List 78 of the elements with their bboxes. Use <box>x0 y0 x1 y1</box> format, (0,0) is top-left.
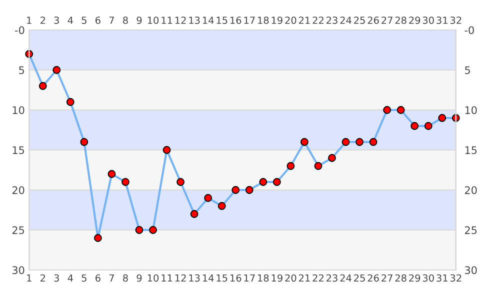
x2-tick-label: 3 <box>54 16 59 24</box>
x2-tick-label: 23 <box>326 16 338 24</box>
x2-tick-label: 18 <box>258 16 269 24</box>
x-tick-label: 29 <box>409 274 420 282</box>
x-tick-label: 1 <box>27 274 32 282</box>
x-tick-label: 28 <box>395 274 406 282</box>
x2-tick-label: 4 <box>68 16 73 24</box>
y-tick-label: 30 <box>12 266 24 274</box>
y2-tick-label: 5 <box>465 66 470 74</box>
x-tick-label: 6 <box>96 274 100 282</box>
x-tick-label: 4 <box>68 274 73 282</box>
x2-tick-label: 27 <box>382 16 392 24</box>
y-tick-label: 25 <box>12 226 24 234</box>
x-tick-label: 18 <box>258 274 269 282</box>
x2-tick-label: 29 <box>409 16 420 24</box>
x2-tick-label: 2 <box>40 16 45 24</box>
x-tick-label: 24 <box>340 274 352 282</box>
y2-tick-label: 25 <box>464 226 477 234</box>
x-tick-label: 13 <box>189 274 200 282</box>
y2-tick-label: 30 <box>465 266 477 274</box>
x-tick-label: 21 <box>298 274 310 282</box>
x-tick-label: 11 <box>162 274 172 282</box>
y2-tick-label: 20 <box>464 186 477 194</box>
x-tick-label: 5 <box>82 274 86 282</box>
x2-tick-label: 31 <box>436 16 448 24</box>
x-tick-label: 27 <box>382 274 392 282</box>
x-tick-label: 9 <box>136 274 142 282</box>
y-tick-label: 10 <box>12 106 24 114</box>
x2-tick-label: 26 <box>368 16 379 24</box>
x2-tick-label: 30 <box>422 16 434 24</box>
x2-tick-label: 32 <box>450 16 462 24</box>
x2-tick-label: 8 <box>123 16 128 24</box>
x2-tick-label: 17 <box>244 16 255 24</box>
x-tick-label: 7 <box>109 274 114 282</box>
x2-tick-label: 13 <box>189 16 200 24</box>
x2-tick-label: 28 <box>395 16 406 24</box>
x2-tick-label: 12 <box>175 16 186 24</box>
x-tick-label: 19 <box>272 274 282 282</box>
x2-tick-label: 20 <box>285 16 296 24</box>
y2-tick-label: -0 <box>464 26 474 34</box>
x-tick-label: 17 <box>244 274 255 282</box>
x-tick-label: 20 <box>285 274 296 282</box>
x-tick-label: 22 <box>312 274 324 282</box>
x-tick-label: 12 <box>175 274 186 282</box>
x2-tick-label: 22 <box>312 16 324 24</box>
x2-tick-label: 16 <box>230 16 242 24</box>
x-tick-label: 23 <box>326 274 338 282</box>
y-tick-label: -0 <box>15 26 24 34</box>
x-tick-label: 25 <box>354 274 365 282</box>
x2-tick-label: 19 <box>272 16 282 24</box>
x2-tick-label: 25 <box>354 16 365 24</box>
x-tick-label: 3 <box>54 274 59 282</box>
x2-tick-label: 5 <box>82 16 86 24</box>
x2-tick-label: 7 <box>109 16 114 24</box>
x2-tick-label: 15 <box>216 16 228 24</box>
x-tick-label: 15 <box>216 274 228 282</box>
x-tick-label: 26 <box>368 274 379 282</box>
x-tick-label: 14 <box>202 274 214 282</box>
y-tick-label: 15 <box>12 146 24 154</box>
x2-tick-label: 11 <box>162 16 172 24</box>
x-tick-label: 32 <box>450 274 462 282</box>
y-tick-label: 20 <box>12 186 24 194</box>
x-tick-label: 31 <box>436 274 448 282</box>
y2-tick-label: 15 <box>465 146 477 154</box>
x2-tick-label: 14 <box>202 16 214 24</box>
x-tick-label: 8 <box>123 274 128 282</box>
y2-tick-label: 10 <box>465 106 477 114</box>
x2-tick-label: 6 <box>96 16 100 24</box>
x2-tick-label: 21 <box>298 16 310 24</box>
x2-tick-label: 10 <box>148 16 159 24</box>
x-tick-label: 30 <box>422 274 434 282</box>
x2-tick-label: 24 <box>340 16 352 24</box>
x-tick-label: 2 <box>40 274 45 282</box>
x2-tick-label: 1 <box>27 16 32 24</box>
x-tick-label: 16 <box>230 274 242 282</box>
x2-tick-label: 9 <box>136 16 142 24</box>
x-tick-label: 10 <box>148 274 159 282</box>
y-tick-label: 5 <box>19 66 24 74</box>
